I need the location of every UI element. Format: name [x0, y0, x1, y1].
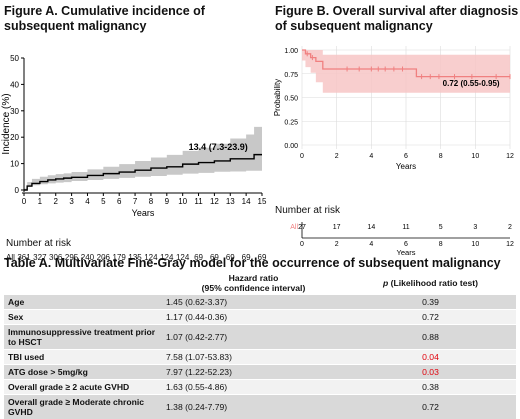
variable-cell: Age	[4, 295, 162, 310]
table-header-row: Hazard ratio (95% confidence interval) p…	[4, 272, 516, 295]
figure-b-title: Figure B. Overall survival after diagnos…	[275, 4, 520, 34]
figure-b-risk-x-tick-label: 4	[369, 241, 373, 248]
figure-b-risk-value: 3	[473, 224, 477, 231]
figure-b-risk-value: 17	[333, 224, 341, 231]
hazard-ratio-cell: 1.17 (0.44-0.36)	[162, 310, 345, 325]
hazard-ratio-cell: 1.07 (0.42-2.77)	[162, 325, 345, 350]
table-row: Immunosuppressive treatment prior to HSC…	[4, 325, 516, 350]
figure-a-risk-label: Number at risk	[6, 238, 71, 249]
figure-a-annotation: 13.4 (7.3-23.9)	[189, 142, 248, 152]
fine-gray-table: Hazard ratio (95% confidence interval) p…	[4, 272, 516, 419]
figure-a-x-tick-label: 11	[194, 197, 203, 206]
figure-b-risk-value: 2	[508, 224, 512, 231]
header-variable	[4, 272, 162, 295]
variable-cell: Immunosuppressive treatment prior to HSC…	[4, 325, 162, 350]
figure-b-x-tick-label: 8	[439, 153, 443, 160]
figure-b-risk-value: 27	[298, 224, 306, 231]
figure-b-y-axis-title: Probability	[273, 79, 282, 116]
variable-cell: TBI used	[4, 350, 162, 365]
p-value-cell: 0.39	[345, 295, 516, 310]
figure-a-x-tick-label: 2	[54, 197, 59, 206]
figure-b-x-tick-label: 2	[335, 153, 339, 160]
figure-b-risk-value: 11	[402, 224, 409, 231]
p-value-cell: 0.38	[345, 380, 516, 395]
figure-a-y-axis-title: Incidence (%)	[1, 93, 12, 154]
figure-a-y-tick-label: 50	[10, 54, 19, 63]
figure-a-x-tick-label: 6	[117, 197, 122, 206]
table-a-title: Table A. Multivariate Fine-Gray model fo…	[4, 256, 501, 270]
header-p-value: p (Likelihood ratio test)	[345, 272, 516, 295]
figure-b-x-tick-label: 4	[369, 153, 373, 160]
figure-b-y-tick-label: 0.50	[284, 96, 298, 103]
figure-b-x-tick-label: 6	[404, 153, 408, 160]
variable-cell: Overall grade ≥ 2 acute GVHD	[4, 380, 162, 395]
figure-a-x-tick-label: 12	[210, 197, 219, 206]
figure-a-y-tick-label: 10	[10, 160, 19, 169]
figure-a-x-tick-label: 15	[258, 197, 267, 206]
figure-b-risk-value: 14	[367, 224, 375, 231]
figure-a-x-tick-label: 5	[101, 197, 106, 206]
figure-a-x-tick-label: 10	[178, 197, 187, 206]
figure-b-risk-x-tick-label: 8	[439, 241, 443, 248]
p-value-cell: 0.04	[345, 350, 516, 365]
p-value-cell: 0.03	[345, 365, 516, 380]
variable-cell: Overall grade ≥ Moderate chronic GVHD	[4, 395, 162, 419]
figure-b-x-tick-label: 12	[506, 153, 514, 160]
variable-cell: ATG dose > 5mg/kg	[4, 365, 162, 380]
figure-a-x-tick-label: 4	[85, 197, 90, 206]
figure-b-y-tick-label: 1.00	[284, 48, 298, 55]
header-p-rest: (Likelihood ratio test)	[388, 278, 478, 288]
figure-a-x-axis-title: Years	[132, 208, 155, 218]
figure-a-x-tick-label: 13	[226, 197, 235, 206]
figure-b-y-tick-label: 0.75	[284, 72, 298, 79]
p-value-cell: 0.72	[345, 395, 516, 419]
p-value-cell: 0.72	[345, 310, 516, 325]
hazard-ratio-cell: 7.58 (1.07-53.83)	[162, 350, 345, 365]
figure-a-x-tick-label: 14	[242, 197, 251, 206]
figure-b-y-tick-label: 0.25	[284, 119, 298, 126]
figure-a-x-tick-label: 1	[38, 197, 43, 206]
figure-b-annotation: 0.72 (0.55-0.95)	[443, 79, 500, 88]
figure-a-x-tick-label: 7	[133, 197, 138, 206]
figure-a-x-tick-label: 8	[149, 197, 154, 206]
variable-cell: Sex	[4, 310, 162, 325]
hazard-ratio-cell: 1.63 (0.55-4.86)	[162, 380, 345, 395]
figure-a-y-tick-label: 0	[15, 186, 20, 195]
header-hazard-ratio: Hazard ratio (95% confidence interval)	[162, 272, 345, 295]
hazard-ratio-cell: 7.97 (1.22-52.23)	[162, 365, 345, 380]
figure-b-risk-value: 5	[439, 224, 443, 231]
figure-b-x-tick-label: 0	[300, 153, 304, 160]
figure-b-risk-x-tick-label: 0	[300, 241, 304, 248]
figure-a-y-tick-label: 40	[10, 80, 19, 89]
figure-a-x-tick-label: 3	[69, 197, 74, 206]
figure-b-y-tick-label: 0.00	[284, 143, 298, 150]
figure-a-x-tick-label: 0	[22, 197, 27, 206]
figure-b-risk-x-tick-label: 6	[404, 241, 408, 248]
figure-b-x-tick-label: 10	[471, 153, 479, 160]
hazard-ratio-cell: 1.45 (0.62-3.37)	[162, 295, 345, 310]
figure-b-chart: 0.00 0.25 0.50 0.75 1.00 0 2 4 6 8 10 12 Years Probab…	[272, 40, 517, 195]
header-hr-sub: (95% confidence interval)	[202, 283, 306, 293]
figure-a-x-tick-label: 9	[165, 197, 170, 206]
figure-b-risk-x-tick-label: 10	[471, 241, 479, 248]
figure-b-x-axis-title: Years	[396, 162, 416, 171]
figure-b-risk-x-axis-title: Years	[397, 248, 416, 256]
p-value-cell: 0.88	[345, 325, 516, 350]
hazard-ratio-cell: 1.38 (0.24-7.79)	[162, 395, 345, 419]
figure-b-risk-x-tick-label: 2	[335, 241, 339, 248]
figure-a-ci-band	[24, 127, 262, 190]
figure-a-title: Figure A. Cumulative incidence of subseq…	[4, 4, 234, 34]
header-hr-label: Hazard ratio	[229, 273, 279, 283]
figure-b-risk-x-tick-label: 12	[506, 241, 514, 248]
